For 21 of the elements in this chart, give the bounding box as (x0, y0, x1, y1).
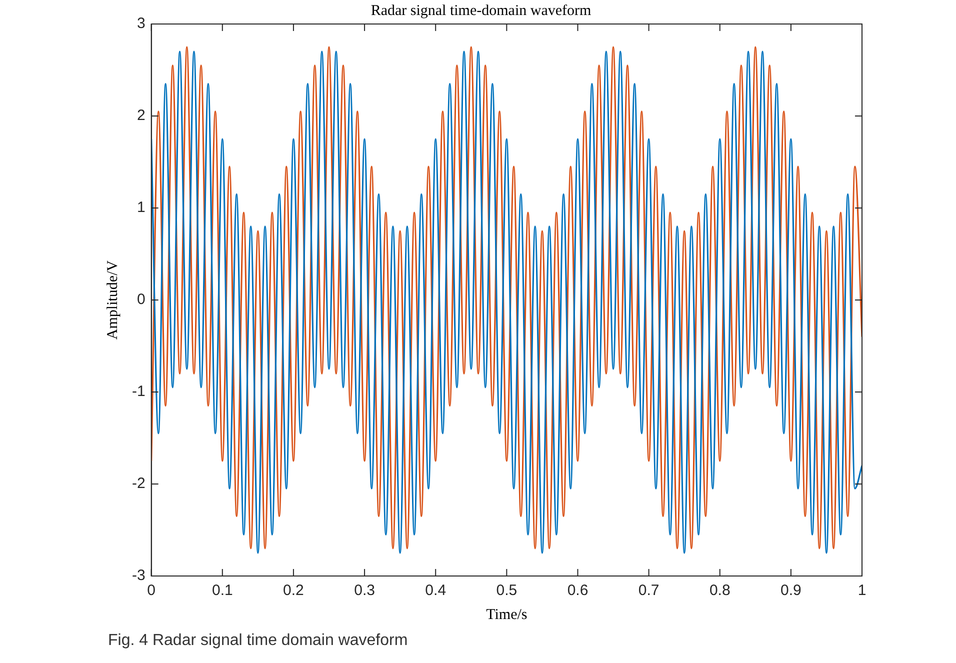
y-axis-title: Amplitude/V (104, 260, 121, 340)
x-tick-label: 0.8 (709, 582, 730, 600)
x-axis-title: Time/s (486, 606, 528, 623)
x-tick-label: 0.9 (780, 582, 802, 600)
x-tick-label: 0.4 (425, 582, 446, 600)
caption: Fig. 4 Radar signal time domain waveform (108, 632, 408, 650)
y-tick-label: 2 (136, 107, 146, 124)
y-tick-label: 1 (136, 199, 146, 216)
x-tick-label: 0.7 (638, 582, 660, 600)
y-tick-label: -2 (132, 475, 146, 492)
y-tick-label: 3 (136, 15, 146, 32)
y-tick-label: -1 (132, 383, 146, 400)
x-tick-label: 0.5 (496, 582, 518, 600)
x-tick-label: 0.2 (283, 582, 304, 600)
y-tick-label: 0 (136, 291, 146, 308)
x-tick-label: 0.1 (212, 582, 233, 600)
x-tick-label: 0.6 (567, 582, 588, 600)
x-tick-label: 1 (858, 582, 866, 600)
x-tick-label: 0.3 (354, 582, 375, 600)
y-tick-label: -3 (132, 567, 146, 584)
chart-title: Radar signal time-domain waveform (370, 2, 592, 19)
